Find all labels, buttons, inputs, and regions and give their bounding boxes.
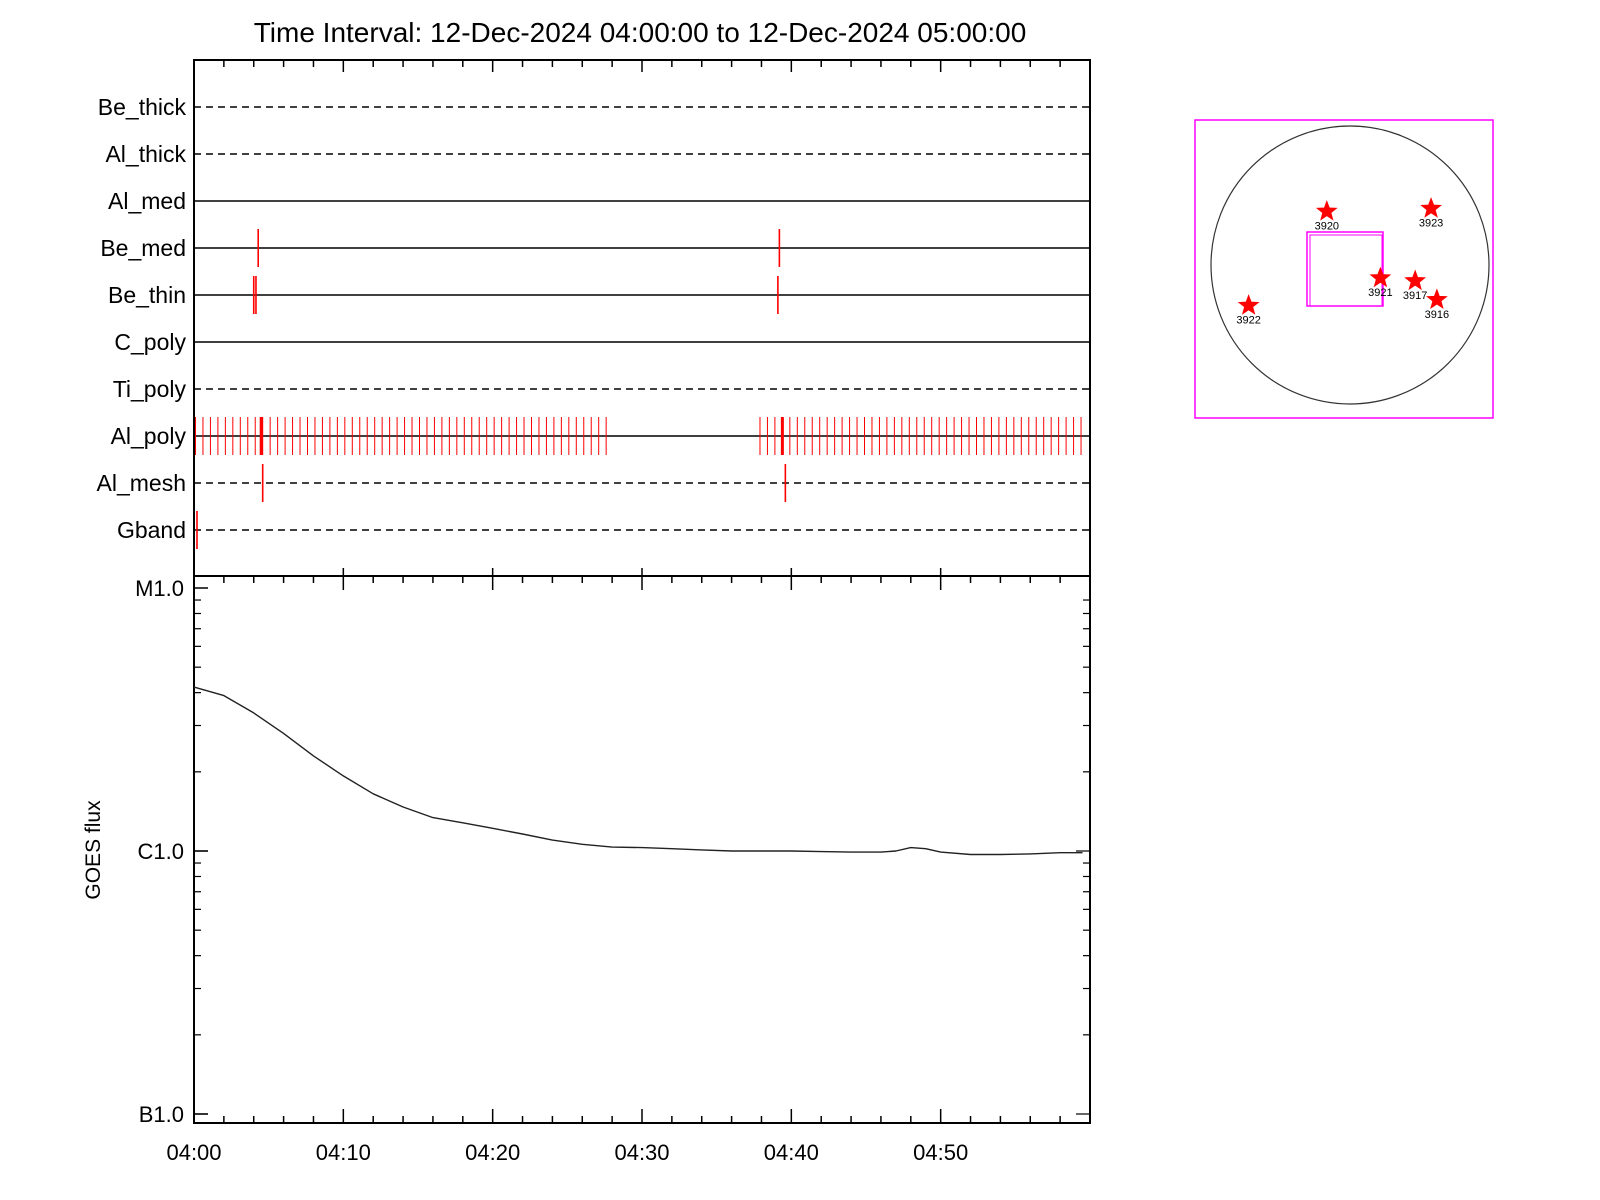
- timeline-row-label: Al_mesh: [97, 470, 186, 496]
- x-tick-label: 04:50: [913, 1140, 968, 1165]
- y-tick-label: M1.0: [135, 576, 184, 601]
- timeline-row-label: Al_med: [108, 188, 186, 214]
- timeline-row-label: Be_thick: [98, 94, 187, 120]
- active-region-label: 3916: [1425, 309, 1449, 321]
- timeline-row-label: Be_med: [100, 235, 186, 261]
- x-tick-label: 04:30: [614, 1140, 669, 1165]
- field-of-view-box: [1194, 119, 1494, 419]
- active-region-marker: [1237, 294, 1260, 315]
- timeline-row-label: C_poly: [114, 329, 186, 355]
- active-region-marker: [1420, 197, 1442, 218]
- active-region-label: 3917: [1403, 290, 1427, 302]
- active-region-marker: [1369, 266, 1392, 288]
- y-tick-label: B1.0: [139, 1102, 184, 1127]
- x-tick-label: 04:20: [465, 1140, 520, 1165]
- active-region-label: 3923: [1419, 218, 1443, 230]
- x-tick-label: 04:00: [166, 1140, 221, 1165]
- active-region-label: 3921: [1368, 287, 1392, 299]
- x-tick-label: 04:10: [316, 1140, 371, 1165]
- goes-flux-series-line: [193, 686, 1083, 856]
- timeline-row-label: Gband: [117, 517, 186, 543]
- instrument-fov-box: [1309, 234, 1383, 307]
- y-tick-label: C1.0: [138, 839, 184, 864]
- active-region-marker: [1426, 288, 1448, 309]
- timeline-row-label: Al_thick: [105, 141, 186, 167]
- y-axis-label: GOES flux: [82, 800, 105, 900]
- timeline-frame: [193, 59, 1091, 577]
- solar-disk-panel: 3920 3923 3921 3917 3916 3922: [1194, 119, 1494, 419]
- chart-title: Time Interval: 12-Dec-2024 04:00:00 to 1…: [254, 17, 1027, 48]
- active-region-label: 3922: [1236, 315, 1260, 327]
- timeline-row-label: Al_poly: [111, 423, 187, 449]
- active-region-marker: [1315, 199, 1338, 221]
- active-region-label: 3920: [1315, 220, 1339, 232]
- solar-limb-circle: [1210, 125, 1490, 405]
- goes-frame: [193, 575, 1091, 1124]
- goes-flux-panel: 04:00 04:10 04:20 04:30 04:40 04:50 M1.0 C1.0 B1…: [82, 568, 1091, 1165]
- timeline-row-label: Ti_poly: [113, 376, 187, 402]
- x-tick-label: 04:40: [764, 1140, 819, 1165]
- timeline-row-label: Be_thin: [108, 282, 186, 308]
- active-region-marker: [1404, 269, 1427, 291]
- timeline-panel: Be_thick Al_thick Al_med Be_med Be_thin C_pol…: [97, 59, 1091, 577]
